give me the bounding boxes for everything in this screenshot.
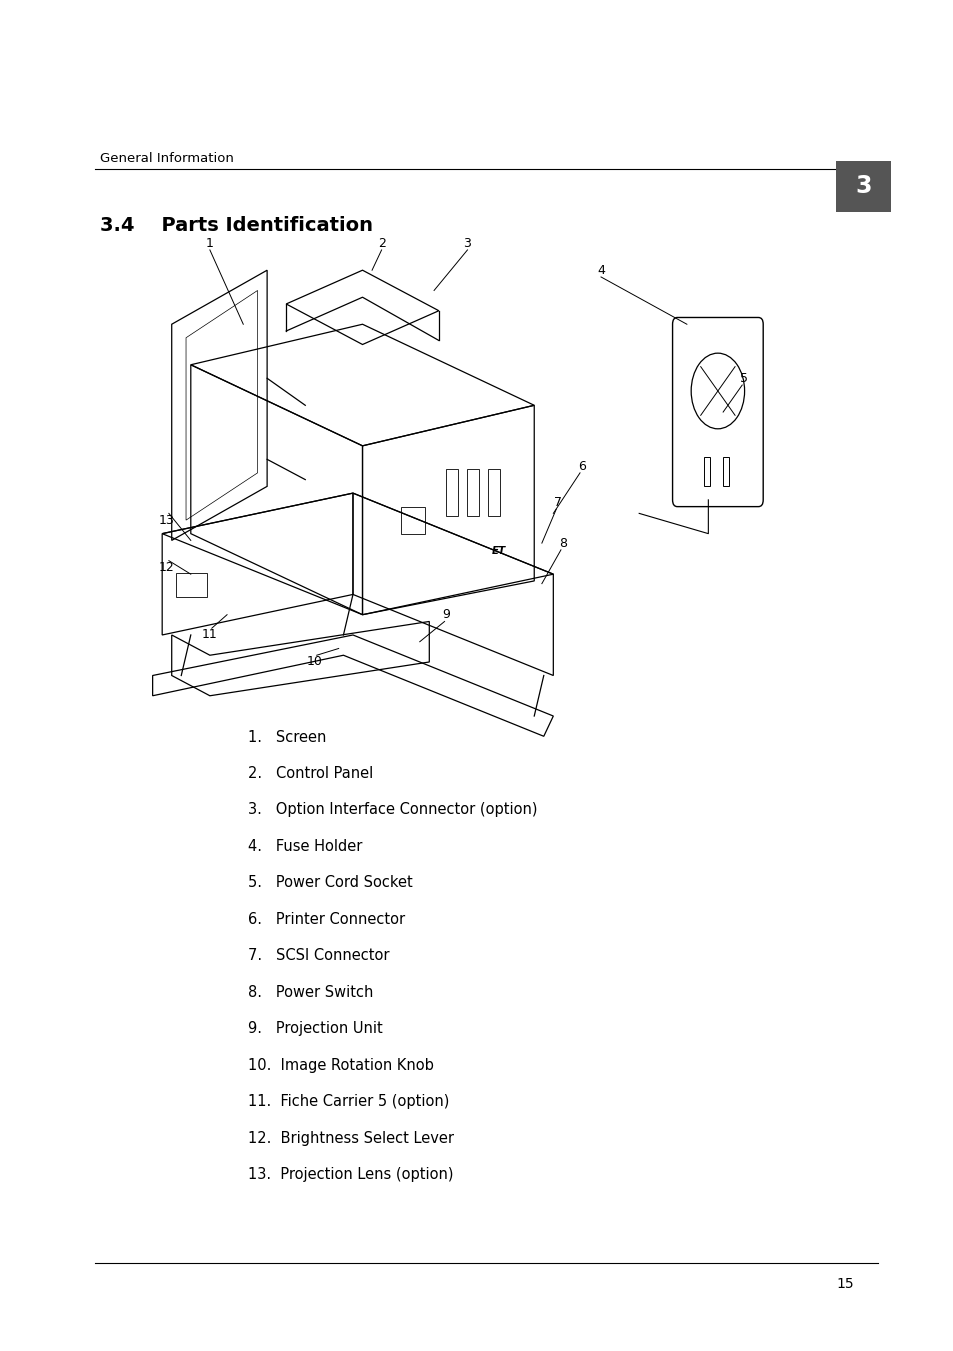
Text: 10: 10 (307, 655, 322, 669)
Bar (176, 573, 207, 597)
Bar (400, 507, 424, 534)
Text: 13.  Projection Lens (option): 13. Projection Lens (option) (248, 1167, 453, 1182)
Text: 15: 15 (836, 1277, 853, 1290)
Text: 6.   Printer Connector: 6. Printer Connector (248, 912, 405, 927)
Text: ET: ET (491, 546, 505, 555)
Text: 10.  Image Rotation Knob: 10. Image Rotation Knob (248, 1058, 434, 1073)
Text: 9.   Projection Unit: 9. Projection Unit (248, 1021, 382, 1036)
Text: 3.4    Parts Identification: 3.4 Parts Identification (100, 216, 373, 235)
Text: 3.   Option Interface Connector (option): 3. Option Interface Connector (option) (248, 802, 537, 817)
Bar (446, 469, 457, 516)
Bar (721, 457, 728, 486)
Text: 7: 7 (554, 496, 561, 509)
Text: 12.  Brightness Select Lever: 12. Brightness Select Lever (248, 1131, 454, 1146)
Text: 1.   Screen: 1. Screen (248, 730, 326, 744)
Text: 3: 3 (463, 236, 471, 250)
Bar (467, 469, 478, 516)
Text: 6: 6 (578, 459, 585, 473)
Bar (702, 457, 709, 486)
Text: 4.   Fuse Holder: 4. Fuse Holder (248, 839, 362, 854)
Text: 5.   Power Cord Socket: 5. Power Cord Socket (248, 875, 413, 890)
Text: 11: 11 (202, 628, 217, 642)
Text: 2.   Control Panel: 2. Control Panel (248, 766, 373, 781)
Bar (488, 469, 499, 516)
Text: 12: 12 (159, 561, 174, 574)
Text: 13: 13 (159, 513, 174, 527)
Bar (835, 161, 890, 212)
Text: 9: 9 (442, 608, 450, 621)
Text: 4: 4 (597, 263, 604, 277)
Text: 3: 3 (854, 174, 871, 199)
Text: 8: 8 (558, 536, 566, 550)
Text: 11.  Fiche Carrier 5 (option): 11. Fiche Carrier 5 (option) (248, 1094, 449, 1109)
Text: 5: 5 (740, 372, 747, 385)
Text: 7.   SCSI Connector: 7. SCSI Connector (248, 948, 389, 963)
Text: 2: 2 (377, 236, 385, 250)
Text: 8.   Power Switch: 8. Power Switch (248, 985, 373, 1000)
Text: General Information: General Information (100, 151, 233, 165)
Text: 1: 1 (206, 236, 213, 250)
